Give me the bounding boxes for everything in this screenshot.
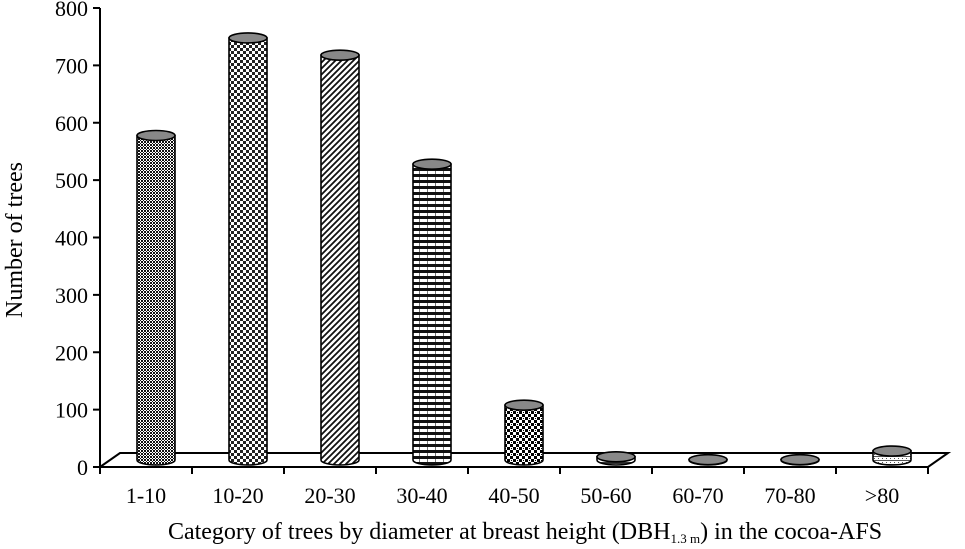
y-axis-title: Number of trees bbox=[2, 162, 28, 318]
y-tick-label: 500 bbox=[55, 168, 88, 193]
x-tick-label: 1-10 bbox=[126, 483, 166, 508]
bar-40-50 bbox=[504, 399, 544, 466]
bar-body bbox=[412, 163, 452, 466]
bar-body bbox=[136, 134, 176, 466]
y-tick-label: 0 bbox=[77, 455, 88, 480]
bar->80 bbox=[872, 445, 912, 466]
bar-1-10 bbox=[136, 129, 176, 466]
bar-top bbox=[596, 450, 636, 463]
x-axis-title: Category of trees by diameter at breast … bbox=[168, 519, 882, 546]
x-tick-label: 10-20 bbox=[212, 483, 263, 508]
x-axis-title-tail: ) in the cocoa-AFS bbox=[700, 519, 882, 545]
bar-top bbox=[688, 453, 728, 466]
bar-body bbox=[228, 37, 268, 466]
bar-top bbox=[780, 453, 820, 466]
x-tick-label: 20-30 bbox=[304, 483, 355, 508]
y-tick-label: 700 bbox=[55, 53, 88, 78]
y-tick-label: 600 bbox=[55, 111, 88, 136]
x-tick-label: 60-70 bbox=[672, 483, 723, 508]
y-tick-label: 400 bbox=[55, 226, 88, 251]
y-tick-label: 300 bbox=[55, 283, 88, 308]
y-tick-label: 100 bbox=[55, 398, 88, 423]
x-tick-label: >80 bbox=[865, 483, 899, 508]
bar-top bbox=[412, 158, 452, 170]
bar-top bbox=[320, 49, 360, 61]
bar-20-30 bbox=[320, 49, 360, 466]
bar-body bbox=[320, 54, 360, 466]
bar-top bbox=[504, 399, 544, 411]
bar-10-20 bbox=[228, 32, 268, 466]
bar-50-60 bbox=[596, 450, 636, 466]
bars bbox=[136, 32, 912, 466]
y-axis-ticks: 0 100 200 300 400 500 600 700 800 bbox=[55, 0, 100, 480]
x-axis-title-sub: 1.3 m bbox=[670, 531, 700, 546]
y-tick-label: 800 bbox=[55, 0, 88, 21]
x-tick-label: 40-50 bbox=[488, 483, 539, 508]
bar-30-40 bbox=[412, 158, 452, 466]
bar-body bbox=[504, 404, 544, 466]
x-axis-title-main: Category of trees by diameter at breast … bbox=[168, 519, 671, 545]
bar-70-80 bbox=[780, 453, 820, 466]
x-tick-label: 50-60 bbox=[580, 483, 631, 508]
bar-top bbox=[228, 32, 268, 44]
x-tick-label: 70-80 bbox=[764, 483, 815, 508]
y-tick-label: 200 bbox=[55, 340, 88, 365]
bar-top bbox=[872, 445, 912, 457]
x-tick-label: 30-40 bbox=[396, 483, 447, 508]
x-axis-ticks: 1-10 10-20 20-30 30-40 40-50 50-60 60-70 70-80 >… bbox=[99, 467, 929, 508]
bar-60-70 bbox=[688, 453, 728, 466]
bar-top bbox=[136, 129, 176, 142]
